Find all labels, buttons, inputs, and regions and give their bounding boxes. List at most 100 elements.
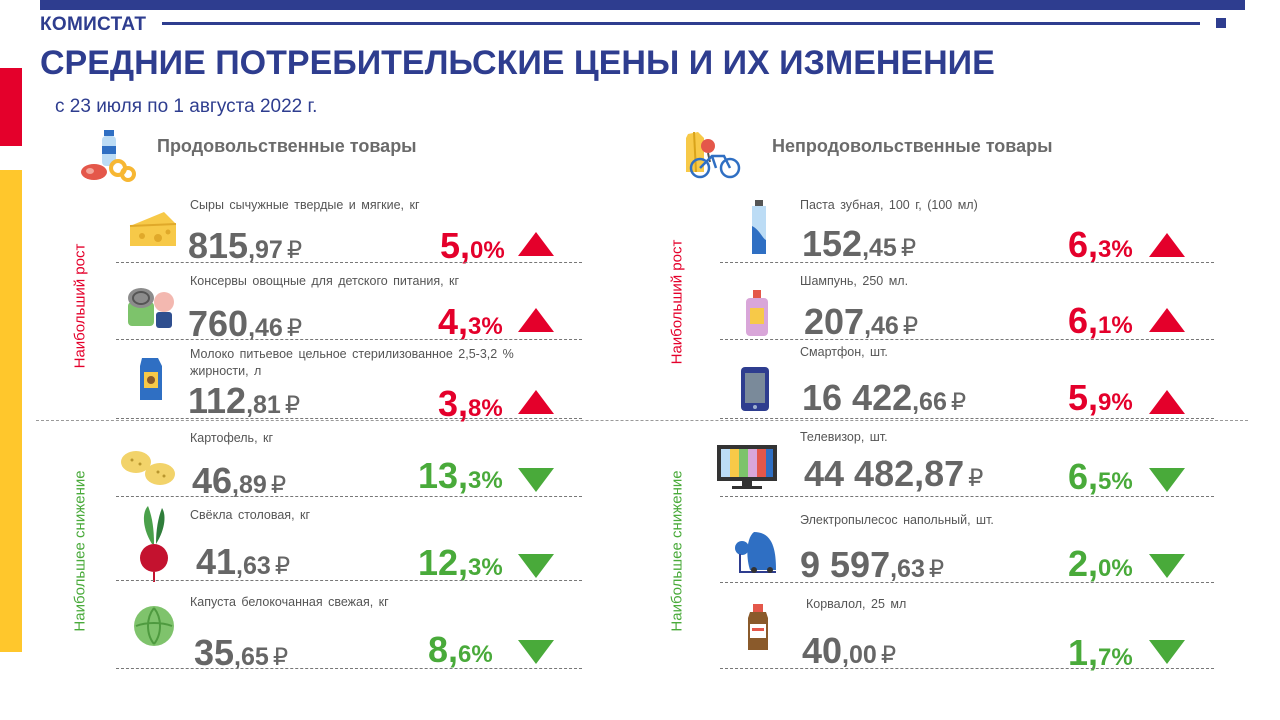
toothpaste-icon	[752, 200, 766, 254]
arrow-down-icon	[518, 640, 554, 664]
item-price: 207,46 ₽	[804, 304, 918, 340]
price-integer: 46	[192, 460, 233, 501]
item-name: Паста зубная, 100 г, (100 мл)	[800, 198, 978, 212]
section-title-nonfood: Непродовольственные товары	[772, 136, 1053, 156]
item-change-percent: 5,9%	[1068, 380, 1133, 416]
item-name: Сыры сычужные твердые и мягкие, кг	[190, 198, 420, 212]
arrow-up-icon	[1149, 308, 1185, 332]
change-integer: 5,	[1068, 377, 1099, 418]
change-decimal: 3%	[468, 313, 503, 340]
change-decimal: 5%	[1098, 468, 1133, 495]
arrow-up-icon	[518, 308, 554, 332]
item-change-percent: 2,0%	[1068, 546, 1133, 582]
item-price: 152,45 ₽	[802, 226, 916, 262]
row-divider	[720, 496, 1214, 497]
currency-sign: ₽	[900, 235, 917, 262]
change-integer: 3,	[438, 383, 469, 424]
smartphone-icon	[741, 367, 769, 411]
price-integer: 112	[188, 380, 247, 421]
price-integer: 760	[188, 303, 249, 344]
price-integer: 207	[804, 301, 865, 342]
change-decimal: 0%	[470, 237, 505, 264]
price-integer: 41	[196, 541, 237, 582]
price-decimal: ,65	[234, 643, 269, 671]
currency-sign: ₽	[880, 642, 897, 669]
item-change-percent: 5,0%	[440, 228, 505, 264]
change-integer: 1,	[1068, 632, 1099, 673]
arrow-up-icon	[1149, 390, 1185, 414]
brand-label: КОМИСТАТ	[40, 14, 147, 35]
price-decimal: ,46	[864, 312, 899, 340]
red-accent-strip	[0, 68, 22, 146]
item-name: Корвалол, 25 мл	[806, 597, 907, 611]
item-name: Смартфон, шт.	[800, 345, 888, 359]
item-change-percent: 6,3%	[1068, 227, 1133, 263]
arrow-up-icon	[1149, 233, 1185, 257]
change-integer: 8,	[428, 629, 459, 670]
item-price: 16 422,66 ₽	[802, 380, 966, 416]
price-decimal: ,00	[842, 641, 877, 669]
item-change-percent: 1,7%	[1068, 635, 1133, 671]
price-integer: 152	[802, 223, 863, 264]
groceries-icon	[81, 130, 136, 182]
potato-icon	[121, 451, 175, 485]
item-price: 35,65 ₽	[194, 635, 288, 671]
item-change-percent: 8,6%	[428, 632, 493, 668]
item-price: 44 482,87 ₽	[804, 456, 983, 492]
arrow-down-icon	[518, 554, 554, 578]
price-decimal: ,97	[248, 236, 283, 264]
item-name: Телевизор, шт.	[800, 430, 888, 444]
cheese-icon	[129, 212, 177, 246]
item-change-percent: 13,3%	[418, 458, 503, 494]
price-decimal: ,66	[912, 388, 947, 416]
item-change-percent: 6,1%	[1068, 303, 1133, 339]
price-decimal: ,45	[862, 234, 897, 262]
change-decimal: 9%	[1098, 389, 1133, 416]
item-name: Электропылесос напольный, шт.	[800, 513, 994, 527]
price-decimal: ,63	[890, 555, 925, 583]
item-price: 112,81 ₽	[188, 383, 300, 419]
price-integer: 35	[194, 632, 235, 673]
item-price: 46,89 ₽	[192, 463, 286, 499]
shampoo-icon	[746, 290, 768, 336]
price-decimal: ,81	[246, 391, 281, 419]
change-integer: 12,	[418, 542, 469, 583]
currency-sign: ₽	[950, 389, 967, 416]
page-title: СРЕДНИЕ ПОТРЕБИТЕЛЬСКИЕ ЦЕНЫ И ИХ ИЗМЕНЕ…	[40, 44, 995, 82]
item-change-percent: 4,3%	[438, 304, 503, 340]
item-price: 760,46 ₽	[188, 306, 302, 342]
price-decimal: ,89	[232, 471, 267, 499]
clothes-bicycle-icon	[686, 131, 741, 179]
item-price: 815,97 ₽	[188, 228, 302, 264]
price-integer: 815	[188, 225, 249, 266]
change-integer: 4,	[438, 301, 469, 342]
item-name: Капуста белокочанная свежая, кг	[190, 595, 389, 609]
change-integer: 5,	[440, 225, 471, 266]
change-decimal: 3%	[468, 554, 503, 581]
change-integer: 6,	[1068, 456, 1099, 497]
change-integer: 6,	[1068, 300, 1099, 341]
price-integer: 40	[802, 630, 843, 671]
header-square-marker	[1216, 18, 1226, 28]
arrow-down-icon	[1149, 640, 1185, 664]
top-bar	[40, 0, 1245, 10]
change-decimal: 8%	[468, 395, 503, 422]
item-name: Консервы овощные для детского питания, к…	[190, 274, 460, 288]
beet-icon	[140, 506, 168, 582]
item-price: 40,00 ₽	[802, 633, 896, 669]
row-divider	[116, 580, 582, 581]
arrow-down-icon	[1149, 468, 1185, 492]
currency-sign: ₽	[270, 472, 287, 499]
item-price: 41,63 ₽	[196, 544, 290, 580]
change-integer: 13,	[418, 455, 469, 496]
currency-sign: ₽	[968, 465, 984, 492]
section-divider	[36, 420, 1248, 421]
change-decimal: 7%	[1098, 644, 1133, 671]
row-divider	[720, 339, 1214, 340]
tv-icon	[717, 445, 777, 489]
change-decimal: 1%	[1098, 312, 1133, 339]
item-change-percent: 6,5%	[1068, 459, 1133, 495]
row-divider	[720, 582, 1214, 583]
item-price: 9 597,63 ₽	[800, 547, 944, 583]
item-name: Свёкла столовая, кг	[190, 508, 311, 522]
